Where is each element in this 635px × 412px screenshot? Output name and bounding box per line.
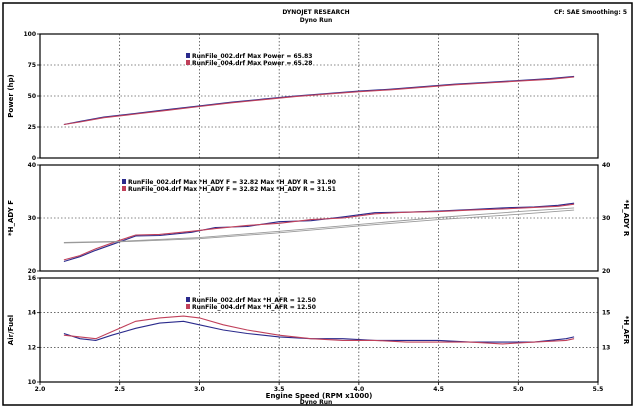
legend-entry-2: RunFile_004.drf Max Power = 65.28 — [192, 60, 312, 67]
charts-layer: 100 75 50 25 0 Power (hp) RunFile_002.drf Max … — [7, 31, 630, 400]
series-line-2 — [63, 315, 575, 345]
report-title: DYNOJET RESEARCH — [282, 9, 349, 16]
x-tick-label: 4.5 — [433, 386, 444, 393]
y-right-tick-label: 13 — [602, 344, 610, 351]
x-tick-label: 3.5 — [274, 386, 285, 393]
y-tick-label: 12 — [28, 344, 36, 351]
legend-swatch-2 — [186, 304, 190, 309]
y-tick-label: 75 — [28, 62, 36, 69]
window-border — [2, 2, 633, 406]
series-line-1 — [63, 75, 575, 126]
y-right-tick-label: 40 — [602, 162, 610, 169]
y-tick-label: 0 — [32, 155, 36, 162]
x-tick-label: 3.0 — [194, 386, 205, 393]
y-right-axis-label: *H_ADY R — [622, 200, 630, 237]
legend-swatch-1 — [186, 53, 190, 58]
y-tick-label: 30 — [28, 215, 36, 222]
legend-swatch-1 — [122, 179, 126, 184]
series-line-1 — [63, 320, 575, 343]
legend-swatch-2 — [122, 186, 126, 191]
y-axis-label: Air/Fuel — [7, 315, 15, 345]
panel-3-frame — [39, 277, 599, 383]
series-line-2 — [63, 203, 575, 261]
y-tick-label: 100 — [23, 31, 36, 38]
y-tick-label: 50 — [28, 93, 36, 100]
report-subtitle: Dyno Run — [300, 17, 333, 24]
legend-entry-1: RunFile_002.drf Max Power = 65.83 — [192, 53, 312, 60]
y-right-tick-label: 30 — [602, 215, 610, 222]
series-line-4 — [63, 209, 575, 244]
y-tick-label: 16 — [28, 275, 36, 282]
y-right-tick-label: 15 — [602, 310, 610, 317]
x-axis-label: Engine Speed (RPM x1000) — [266, 392, 373, 400]
y-axis-label: *H_ADY F — [7, 200, 15, 236]
y-tick-label: 40 — [28, 162, 36, 169]
series-line-2 — [63, 76, 575, 126]
legend-entry-2: RunFile_004.drf Max *H_ADY F = 32.82 Max… — [128, 186, 336, 193]
legend-entry-1: RunFile_002.drf Max *H_AFR = 12.50 — [192, 297, 316, 304]
y-tick-label: 25 — [28, 124, 36, 131]
legend-swatch-2 — [186, 60, 190, 65]
legend-entry-2: RunFile_004.drf Max *H_AFR = 12.50 — [192, 304, 316, 311]
x-tick-label: 5.5 — [593, 386, 604, 393]
y-axis-label: Power (hp) — [7, 74, 15, 117]
x-tick-label: 2.5 — [114, 386, 125, 393]
series-line-3 — [63, 207, 575, 243]
y-tick-label: 14 — [28, 310, 36, 317]
y-right-tick-label: 20 — [602, 268, 610, 275]
y-tick-label: 10 — [28, 379, 36, 386]
y-right-axis-label: *H_AFR — [622, 316, 630, 345]
x-tick-label: 5.0 — [513, 386, 524, 393]
legend-swatch-1 — [186, 297, 190, 302]
report-footer: Dyno Run — [300, 399, 333, 406]
legend-entry-1: RunFile_002.drf Max *H_ADY F = 32.82 Max… — [128, 179, 336, 186]
x-tick-label: 2.0 — [35, 386, 46, 393]
x-tick-label: 4.0 — [354, 386, 365, 393]
correction-smoothing-info: CF: SAE Smoothing: 5 — [554, 9, 627, 16]
y-tick-label: 20 — [28, 268, 36, 275]
